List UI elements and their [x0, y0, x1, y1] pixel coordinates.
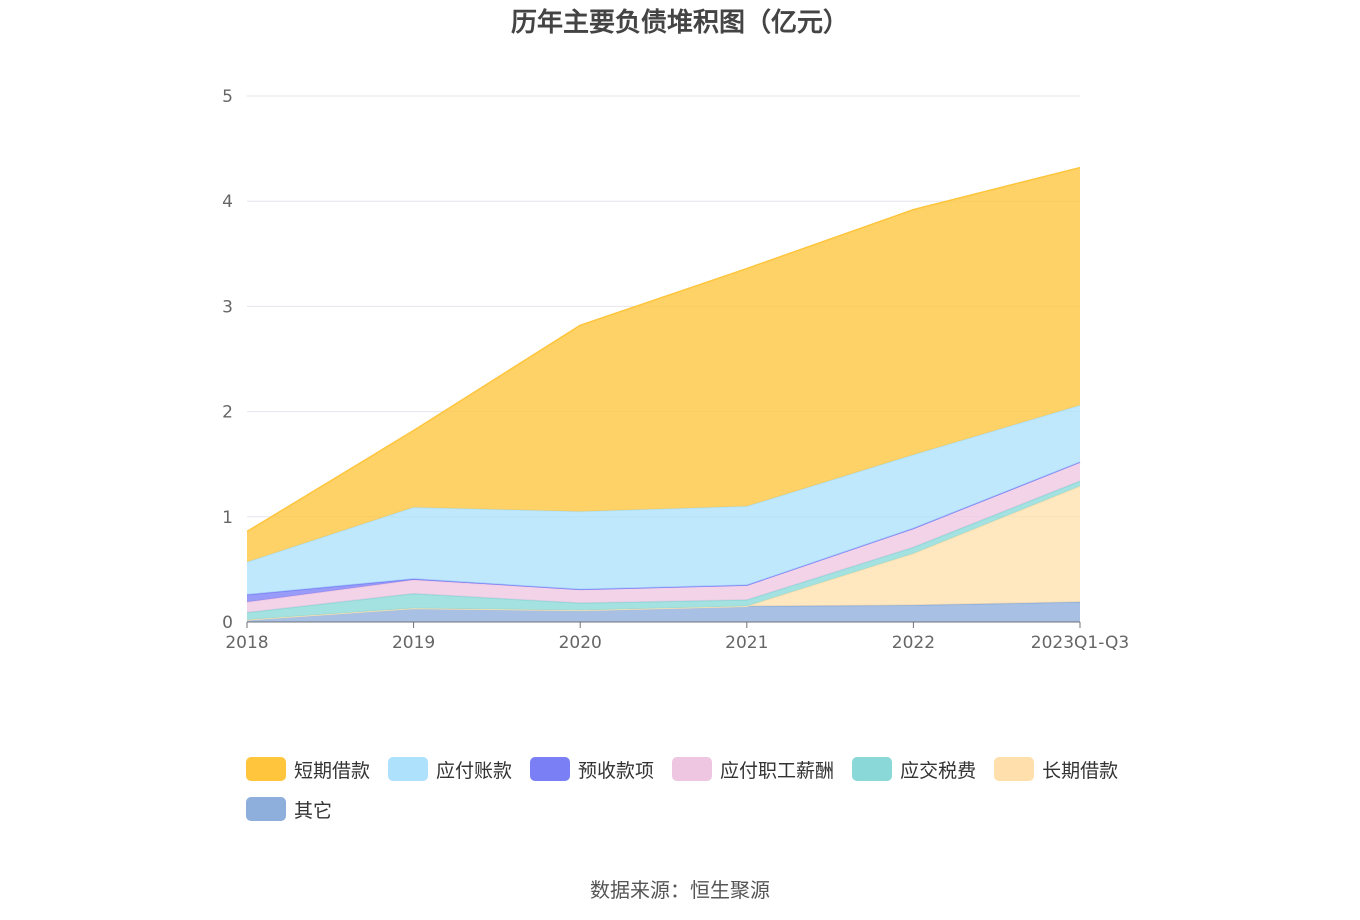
area-series[interactable]: [247, 481, 1080, 620]
legend-item[interactable]: 长期借款: [994, 756, 1118, 782]
area-series[interactable]: [247, 167, 1080, 563]
x-tick-label: 2023Q1-Q3: [1031, 633, 1129, 653]
legend-item[interactable]: 应交税费: [852, 756, 976, 782]
legend-swatch: [246, 797, 286, 821]
legend-label: 长期借款: [1042, 759, 1119, 782]
x-tick-label: 2018: [225, 633, 268, 653]
legend-item[interactable]: 应付账款: [388, 756, 512, 782]
data-source-note: 数据来源：恒生聚源: [590, 878, 770, 902]
legend-label: 应交税费: [900, 759, 977, 782]
x-tick-label: 2022: [892, 633, 935, 653]
legend-swatch: [246, 757, 286, 781]
legend-item[interactable]: 短期借款: [246, 756, 370, 782]
area-series[interactable]: [247, 486, 1080, 620]
x-tick-label: 2019: [392, 633, 435, 653]
area-series-line: [246, 166, 1081, 533]
legend: 短期借款 应付账款 预收款项 应付职工薪酬 应交税费 长期借款其它: [246, 756, 1146, 822]
legend-swatch: [852, 757, 893, 781]
legend-item[interactable]: 应付职工薪酬: [672, 756, 834, 782]
legend-swatch: [994, 757, 1035, 781]
legend-label: 短期借款: [294, 759, 371, 782]
legend-swatch: [530, 757, 571, 781]
legend-item[interactable]: 预收款项: [530, 756, 654, 782]
chart-title: 历年主要负债堆积图（亿元）: [510, 8, 849, 38]
x-tick-label: 2020: [559, 633, 602, 653]
legend-swatch: [672, 757, 713, 781]
area-series-layer: [246, 166, 1081, 622]
area-series[interactable]: [247, 602, 1080, 622]
y-tick-label: 5: [222, 87, 233, 107]
y-tick-label: 3: [222, 297, 233, 317]
y-tick-label: 2: [222, 403, 233, 423]
legend-label: 其它: [294, 799, 333, 822]
y-tick-label: 4: [222, 192, 233, 212]
area-series[interactable]: [247, 462, 1080, 613]
legend-item[interactable]: 其它: [246, 796, 332, 822]
legend-label: 应付职工薪酬: [720, 759, 835, 782]
y-tick-label: 1: [222, 508, 233, 528]
legend-label: 应付账款: [436, 759, 513, 782]
axes: 0 1 2 3 4 5 2018 2019 2020 2021 2022 2023Q1-Q3: [222, 87, 1129, 653]
y-tick-label: 0: [222, 613, 233, 633]
legend-label: 预收款项: [578, 759, 655, 782]
legend-swatch: [388, 757, 429, 781]
x-tick-label: 2021: [725, 633, 768, 653]
area-series[interactable]: [247, 462, 1080, 603]
area-series[interactable]: [247, 405, 1080, 595]
